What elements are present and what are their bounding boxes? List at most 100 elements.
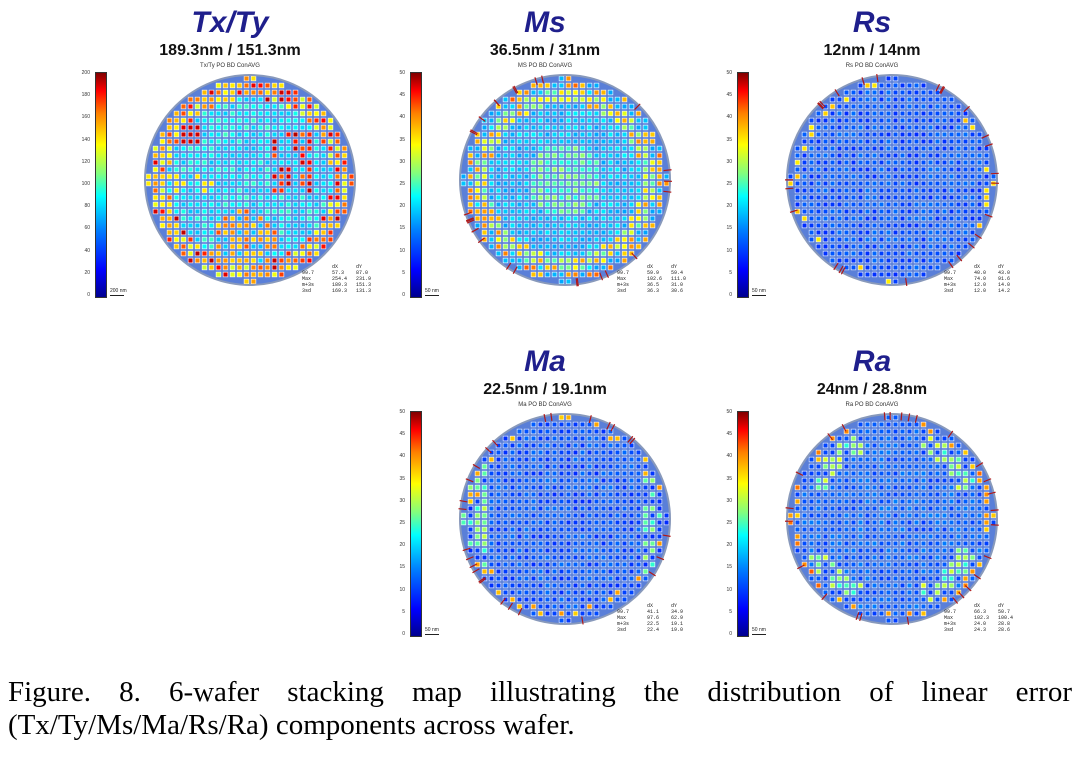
- colorbar-tick-label: 30: [726, 158, 732, 165]
- wafer-field-cell: [614, 582, 621, 589]
- wafer-field-cell: [899, 152, 906, 159]
- wafer-field-cell: [502, 96, 509, 103]
- wafer-edge: [144, 74, 356, 286]
- wafer-field-cell: [892, 540, 899, 547]
- wafer-field-cell: [607, 561, 614, 568]
- wafer-field-cell: [642, 131, 649, 138]
- wafer-field-cell: [530, 152, 537, 159]
- wafer-field-cell: [857, 512, 864, 519]
- wafer-field-cell: [572, 124, 579, 131]
- wafer-field-cell: [878, 428, 885, 435]
- wafer-field-cell: [579, 236, 586, 243]
- wafer-field-cell: [899, 229, 906, 236]
- wafer-field-cell: [892, 449, 899, 456]
- wafer-field-cell: [145, 173, 152, 180]
- wafer-field-cell: [572, 477, 579, 484]
- wafer-field-cell: [815, 470, 822, 477]
- stats-row: m+3s 24.0 28.8: [944, 621, 1022, 627]
- wafer-field-cell: [836, 575, 843, 582]
- wafer-field-cell: [955, 561, 962, 568]
- stats-cell: 91.6: [998, 276, 1011, 282]
- wafer-field-cell: [530, 421, 537, 428]
- wafer-field-cell: [572, 89, 579, 96]
- wafer-field-cell: [822, 215, 829, 222]
- wafer-field-cell: [327, 222, 334, 229]
- wafer-field-cell: [843, 596, 850, 603]
- wafer-field-cell: [509, 575, 516, 582]
- edge-vector-arrow: [817, 102, 824, 110]
- wafer-field-cell: [593, 194, 600, 201]
- wafer-field-cell: [579, 243, 586, 250]
- wafer-field-cell: [579, 187, 586, 194]
- wafer-field-cell: [586, 208, 593, 215]
- wafer-field-cell: [600, 470, 607, 477]
- wafer-field-cell: [292, 243, 299, 250]
- wafer-field-cell: [801, 533, 808, 540]
- stats-row: dX dY: [617, 264, 695, 270]
- wafer-field-cell: [166, 201, 173, 208]
- wafer-field-cell: [208, 103, 215, 110]
- wafer-field-cell: [572, 610, 579, 617]
- wafer-field-cell: [558, 477, 565, 484]
- wafer-field-cell: [822, 477, 829, 484]
- wafer-field-cell: [516, 428, 523, 435]
- wafer-field-cell: [808, 554, 815, 561]
- wafer-field-cell: [801, 152, 808, 159]
- wafer-field-cell: [558, 603, 565, 610]
- wafer-field-cell: [537, 575, 544, 582]
- stats-row: dX dY: [944, 264, 1022, 270]
- wafer-field-cell: [614, 187, 621, 194]
- wafer-field-cell: [829, 194, 836, 201]
- wafer-field-cell: [983, 166, 990, 173]
- wafer-field-cell: [878, 152, 885, 159]
- wafer-field-cell: [600, 173, 607, 180]
- wafer-field-cell: [920, 421, 927, 428]
- wafer-field-cell: [600, 236, 607, 243]
- wafer-field-cell: [976, 470, 983, 477]
- wafer-field-cell: [857, 215, 864, 222]
- stats-cell: 131.3: [356, 288, 372, 294]
- wafer-field-cell: [614, 117, 621, 124]
- wafer-field-cell: [166, 187, 173, 194]
- wafer-field-cell: [614, 449, 621, 456]
- wafer-field-cell: [208, 159, 215, 166]
- wafer-field-cell: [481, 491, 488, 498]
- wafer-field-cell: [579, 561, 586, 568]
- wafer-field-cell: [586, 589, 593, 596]
- stats-cell: Max: [617, 276, 627, 282]
- wafer-field-cell: [913, 421, 920, 428]
- wafer-map: [785, 412, 999, 625]
- wafer-field-cell: [642, 477, 649, 484]
- wafer-field-cell: [850, 505, 857, 512]
- stats-cell: Max: [617, 615, 627, 621]
- wafer-field-cell: [474, 159, 481, 166]
- wafer-field-cell: [544, 138, 551, 145]
- wafer-field-cell: [593, 250, 600, 257]
- wafer-field-cell: [885, 173, 892, 180]
- wafer-field-cell: [600, 187, 607, 194]
- wafer-field-cell: [194, 257, 201, 264]
- wafer-field-cell: [927, 103, 934, 110]
- wafer-field-cell: [864, 257, 871, 264]
- wafer-field-cell: [593, 554, 600, 561]
- wafer-field-cell: [523, 463, 530, 470]
- wafer-field-cell: [173, 236, 180, 243]
- wafer-field-cell: [600, 442, 607, 449]
- edge-vector-arrow: [935, 83, 941, 92]
- colorbar-tick-label: 10: [399, 586, 405, 593]
- wafer-field-cell: [194, 201, 201, 208]
- wafer-field-cell: [600, 166, 607, 173]
- wafer-field-cell: [586, 554, 593, 561]
- stats-cell: 36.5: [647, 282, 660, 288]
- wafer-field-cell: [530, 470, 537, 477]
- wafer-field-cell: [829, 435, 836, 442]
- wafer-field-cell: [927, 201, 934, 208]
- edge-vector-arrow: [964, 585, 972, 592]
- wafer-field-cell: [850, 215, 857, 222]
- wafer-field-cell: [962, 540, 969, 547]
- wafer-field-cell: [278, 82, 285, 89]
- wafer-field-cell: [600, 201, 607, 208]
- wafer-field-cell: [808, 208, 815, 215]
- wafer-field-cell: [320, 180, 327, 187]
- wafer-field-cell: [530, 449, 537, 456]
